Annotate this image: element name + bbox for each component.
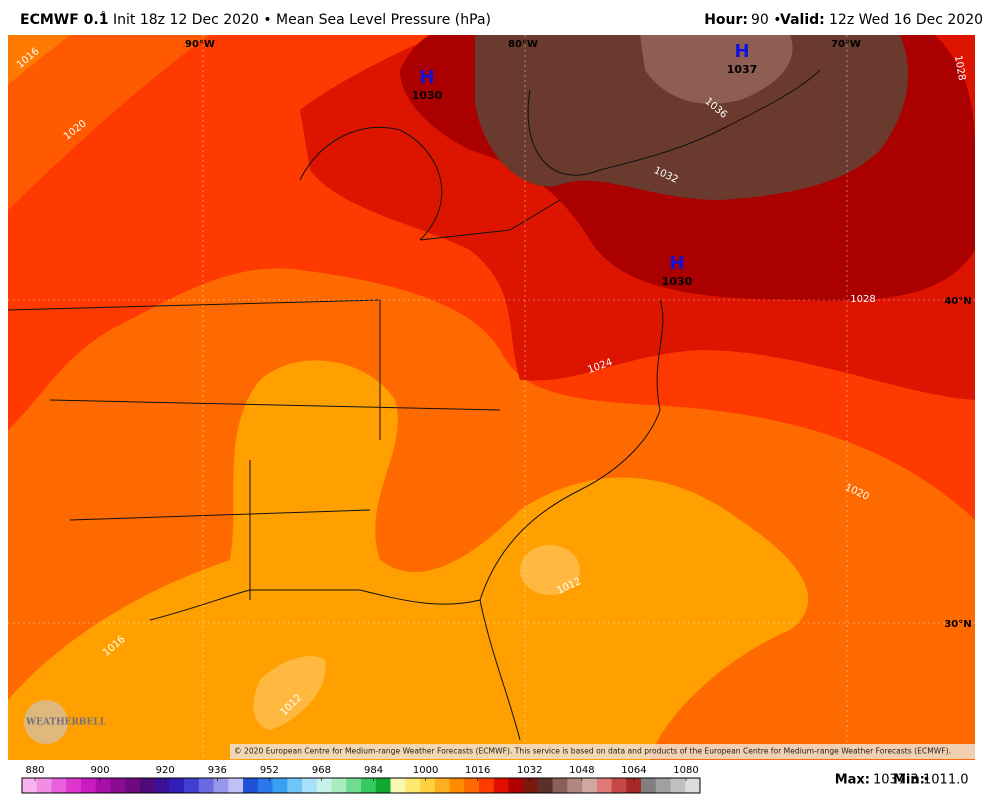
colorbar-swatch — [478, 778, 494, 793]
colorbar-tick-label: 1064 — [621, 765, 646, 776]
colorbar-swatch — [198, 778, 214, 793]
colorbar-swatch — [169, 778, 185, 793]
colorbar-tick-label: 900 — [91, 765, 110, 776]
colorbar-swatch — [685, 778, 701, 793]
min-label: Min: — [893, 773, 925, 788]
colorbar-swatch — [508, 778, 524, 793]
field-1032 — [475, 35, 909, 200]
colorbar-swatch — [213, 778, 229, 793]
colorbar-swatch — [272, 778, 288, 793]
colorbar-swatch — [596, 778, 612, 793]
credit: © 2020 European Centre for Medium-range … — [234, 747, 951, 756]
valid: 12z Wed 16 Dec 2020 — [829, 12, 983, 28]
high-letter: H — [734, 41, 749, 62]
max: 1037.3 • — [873, 773, 930, 788]
colorbar-swatch — [125, 778, 141, 793]
info: Init 18z 12 Dec 2020 • Mean Sea Level Pr… — [113, 12, 491, 28]
colorbar-swatch — [523, 778, 539, 793]
lat-label: 30°N — [944, 619, 971, 630]
colorbar-swatch — [449, 778, 465, 793]
colorbar-swatch — [80, 778, 96, 793]
colorbar-swatch — [154, 778, 170, 793]
colorbar-swatch — [95, 778, 111, 793]
colorbar-swatch — [419, 778, 435, 793]
colorbar-swatch — [22, 778, 38, 793]
credit-bg — [230, 744, 975, 759]
colorbar: 880 900 920 936 952 968 984 1000 1016 1032 1048 106… — [21, 765, 701, 794]
colorbar-swatch — [228, 778, 244, 793]
valid-label: Valid: — [780, 12, 825, 28]
field-1012-1016 — [8, 35, 70, 85]
colorbar-swatch — [361, 778, 377, 793]
colorbar-swatch — [243, 778, 259, 793]
colorbar-swatch — [670, 778, 686, 793]
colorbar-swatch — [346, 778, 362, 793]
colorbar-swatch — [641, 778, 657, 793]
colorbar-tick-label: 1016 — [465, 765, 490, 776]
colorbar-tick-label: 880 — [25, 765, 44, 776]
colorbar-swatch — [567, 778, 583, 793]
colorbar-swatch — [552, 778, 568, 793]
high-letter: H — [419, 67, 434, 88]
colorbar-tick-label: 984 — [364, 765, 383, 776]
contour-label: 1028 — [850, 294, 875, 305]
field-1010 — [520, 545, 580, 595]
colorbar-tick-label: 1000 — [413, 765, 438, 776]
high-value: 1030 — [662, 275, 693, 288]
colorbar-swatch — [582, 778, 598, 793]
model-sup: ° — [101, 11, 106, 21]
colorbar-swatch — [139, 778, 155, 793]
colorbar-tick-label: 920 — [156, 765, 175, 776]
colorbar-swatch — [110, 778, 126, 793]
field-1010 — [253, 656, 326, 730]
colorbar-frame — [21, 777, 701, 794]
contour-label: 1028 — [952, 55, 967, 82]
colorbar-swatch — [537, 778, 553, 793]
colorbar-tick-label: 968 — [312, 765, 331, 776]
field-1036 — [640, 35, 793, 104]
colorbar-tick-label: 1032 — [517, 765, 542, 776]
hour-label: Hour: — [704, 12, 748, 28]
logo: WEATHERBELL — [25, 718, 107, 728]
colorbar-swatch — [375, 778, 391, 793]
logo-mark — [24, 700, 68, 744]
colorbar-swatch — [184, 778, 200, 793]
lon-label: 90°W — [185, 39, 215, 50]
lat-label: 40°N — [944, 296, 971, 307]
colorbar-swatch — [626, 778, 642, 793]
colorbar-tick-label: 936 — [208, 765, 227, 776]
model: ECMWF 0.1 — [20, 12, 108, 28]
lon-label: 70°W — [831, 39, 861, 50]
colorbar-swatch — [316, 778, 332, 793]
colorbar-swatch — [51, 778, 67, 793]
colorbar-swatch — [66, 778, 82, 793]
colorbar-tick-label: 952 — [260, 765, 279, 776]
colorbar-swatch — [36, 778, 52, 793]
field-1012 — [8, 360, 809, 760]
colorbar-swatch — [257, 778, 273, 793]
colorbar-swatch — [302, 778, 318, 793]
min: 1011.0 — [923, 773, 969, 788]
colorbar-swatch — [655, 778, 671, 793]
high-value: 1030 — [412, 89, 443, 102]
colorbar-swatch — [331, 778, 347, 793]
lon-label: 80°W — [508, 39, 538, 50]
colorbar-swatch — [464, 778, 480, 793]
colorbar-swatch — [390, 778, 406, 793]
colorbar-tick-label: 1080 — [673, 765, 698, 776]
high-letter: H — [669, 253, 684, 274]
max-label: Max: — [835, 773, 870, 788]
colorbar-swatch — [611, 778, 627, 793]
colorbar-swatch — [405, 778, 421, 793]
high-value: 1037 — [727, 63, 758, 76]
map: 90°W 80°W 70°W 40°N 30°N 1016 1020 1028 … — [8, 35, 975, 760]
field-1016-1020 — [8, 35, 210, 210]
hour: 90 • — [751, 12, 782, 28]
colorbar-swatch — [434, 778, 450, 793]
colorbar-swatch — [287, 778, 303, 793]
colorbar-swatch — [493, 778, 509, 793]
colorbar-tick-label: 1048 — [569, 765, 594, 776]
borders — [8, 69, 821, 741]
